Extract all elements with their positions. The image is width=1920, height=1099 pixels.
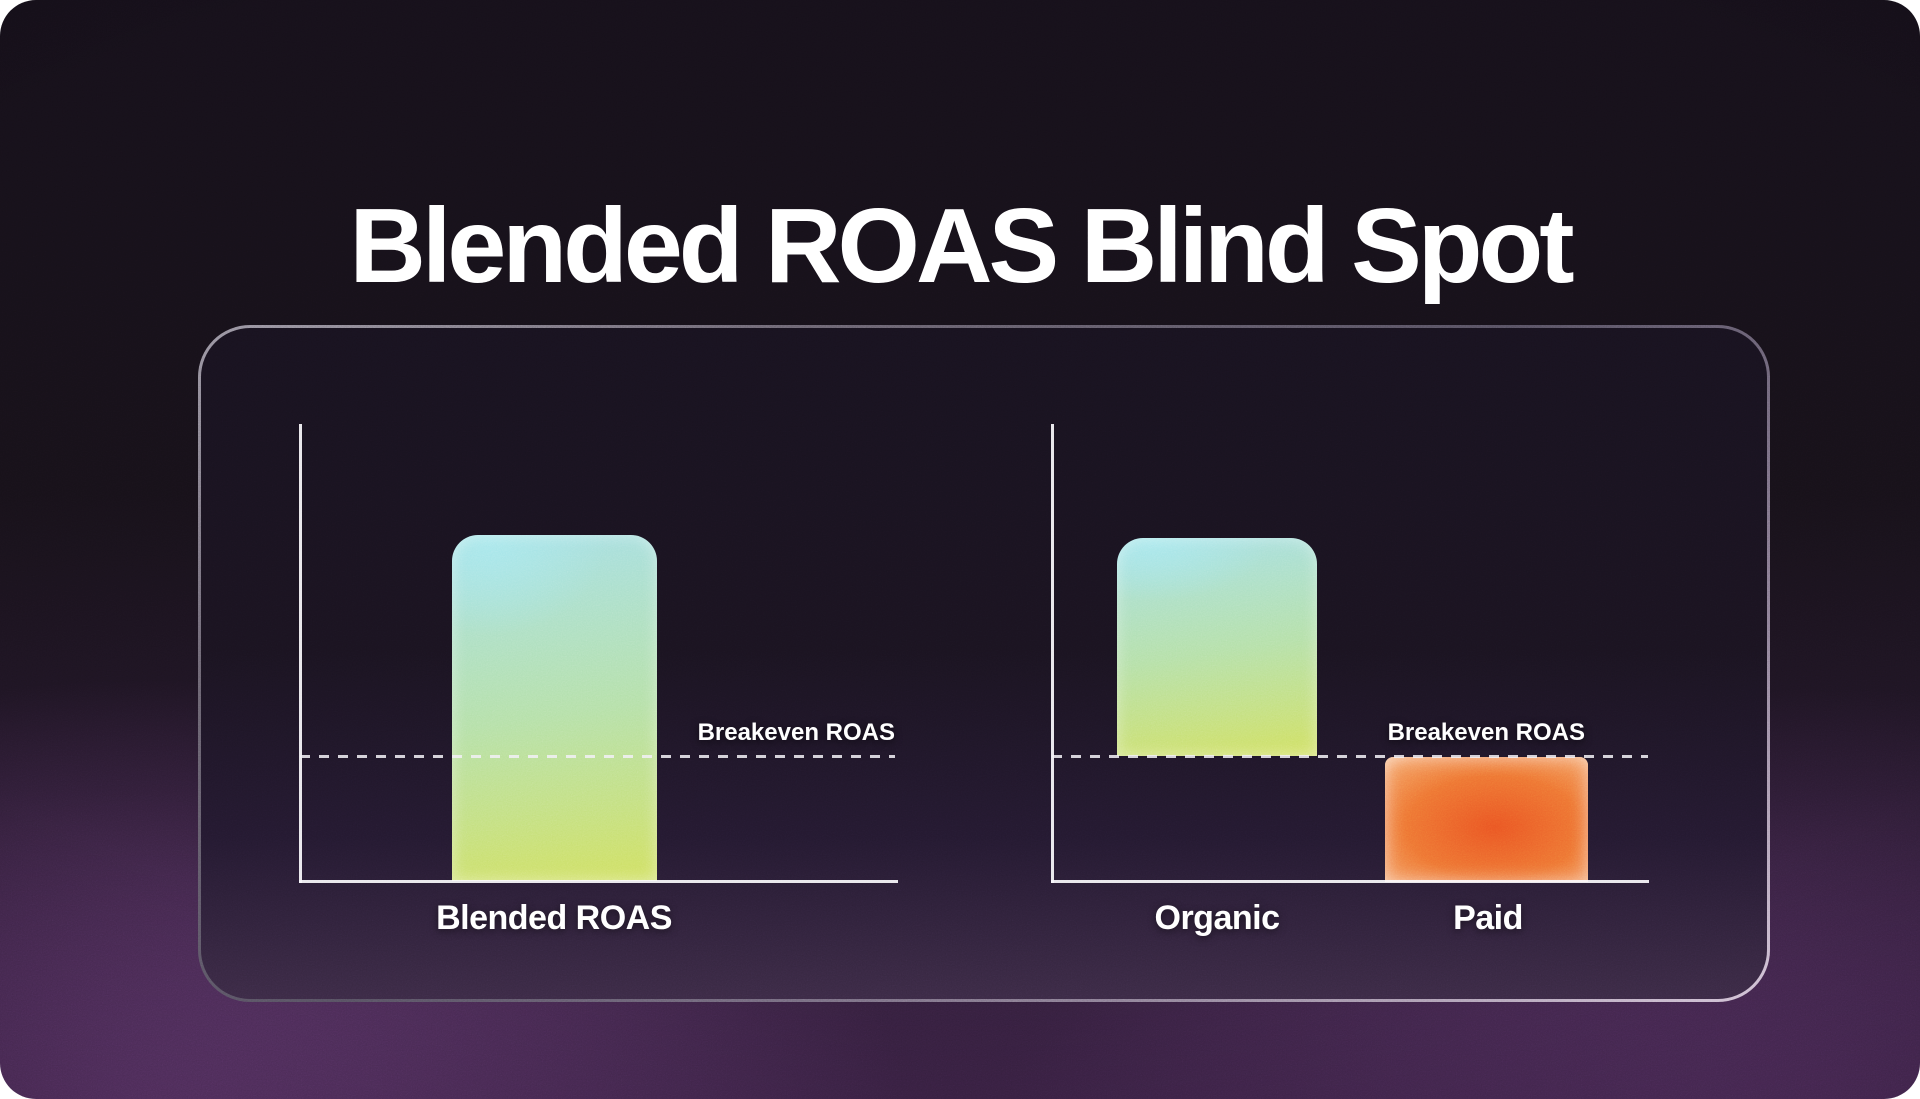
- blended-roas-category-label: Blended ROAS: [436, 899, 672, 937]
- paid-bar: [1385, 757, 1588, 882]
- right-chart-x-axis: [1051, 880, 1649, 883]
- left-breakeven-label: Breakeven ROAS: [697, 719, 895, 746]
- paid-category-label: Paid: [1453, 899, 1523, 937]
- organic-category-label: Organic: [1154, 899, 1280, 937]
- left-breakeven-dashed-line: [300, 755, 895, 758]
- blended-roas-bar: [452, 535, 657, 881]
- left-chart-x-axis: [299, 880, 898, 883]
- left-chart-y-axis: [299, 424, 302, 883]
- page-title: Blended ROAS Blind Spot: [349, 187, 1574, 306]
- right-breakeven-label: Breakeven ROAS: [1387, 719, 1585, 746]
- right-chart-y-axis: [1051, 424, 1054, 883]
- right-breakeven-dashed-line: [1052, 755, 1648, 758]
